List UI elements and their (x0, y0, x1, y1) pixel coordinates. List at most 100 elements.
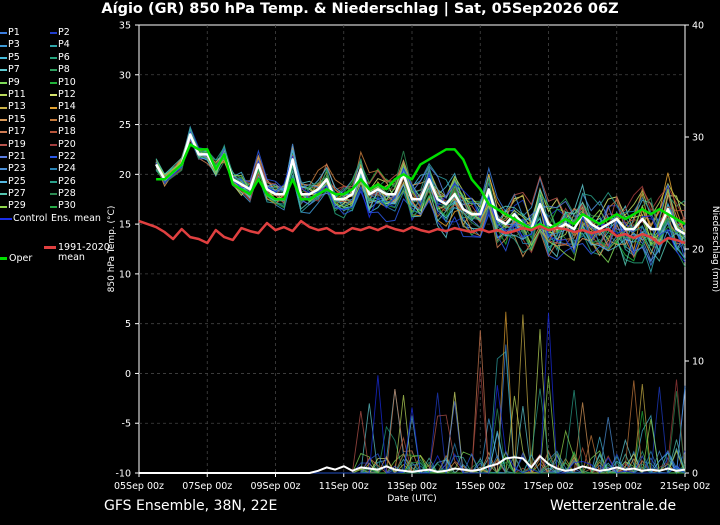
legend-swatch (50, 32, 57, 35)
ens-mean-precip-line (139, 455, 686, 474)
legend-label: P14 (58, 101, 76, 113)
legend-label: P5 (8, 51, 20, 63)
oper-line (156, 143, 686, 231)
legend-entry: P26 (50, 176, 100, 188)
legend-entry: P5 (0, 52, 50, 64)
legend-label: Ens. mean (51, 212, 101, 224)
chart-legend: P1 P2 P3 P4 P5 P6 P7 P8 P9 P10 P11 P12 P13 P14 P15 P16 P… (0, 27, 110, 225)
x-tick-label: 19Sep 00z (592, 481, 642, 492)
legend-label: P21 (8, 150, 26, 162)
legend-swatch (50, 44, 57, 47)
x-tick-label: 07Sep 00z (182, 481, 232, 492)
legend-label: Control (13, 212, 48, 224)
model-caption: GFS Ensemble, 38N, 22E (104, 498, 278, 514)
legend-label: P27 (8, 188, 26, 200)
legend-swatch (50, 156, 57, 159)
legend-entry: Ens. mean (50, 212, 101, 225)
legend-swatch (50, 193, 57, 196)
legend-entry: P20 (50, 139, 100, 151)
legend-label: P11 (8, 88, 26, 100)
y2-tick-label: 10 (692, 357, 704, 368)
legend-label: P6 (58, 51, 70, 63)
legend-swatch (0, 94, 7, 97)
y-tick-label: 25 (119, 120, 131, 131)
legend-entry: P7 (0, 64, 50, 76)
legend-row: P19 P20 (0, 139, 110, 151)
legend-row: P7 P8 (0, 64, 110, 76)
legend-swatch (0, 143, 7, 146)
legend-swatch (50, 131, 57, 134)
climatology-line (138, 219, 686, 246)
legend-entry: P15 (0, 114, 50, 126)
legend-swatch (50, 56, 57, 59)
legend-swatch (0, 106, 7, 109)
legend-label: P30 (58, 200, 76, 212)
legend-swatch (50, 69, 57, 72)
legend-label: P18 (58, 126, 76, 138)
legend-entry: P22 (50, 151, 100, 163)
x-tick-label: 13Sep 00z (387, 481, 437, 492)
legend-entry: P16 (50, 114, 100, 126)
y-axis-label: 850 hPa Temp. (°C) (107, 206, 117, 293)
legend-swatch (0, 156, 7, 159)
legend-swatch (0, 118, 7, 121)
x-tick-label: 17Sep 00z (523, 481, 573, 492)
legend-row: Control Ens. mean (0, 213, 110, 225)
legend-entry: P29 (0, 200, 50, 212)
legend-swatch (50, 94, 57, 97)
legend-swatch (44, 246, 56, 249)
legend-entry: P8 (50, 64, 100, 76)
legend-entry: P12 (50, 89, 100, 101)
member-line (155, 137, 686, 261)
legend-swatch (0, 193, 7, 196)
legend-label: P20 (58, 138, 76, 150)
y-tick-label: 20 (119, 170, 131, 181)
legend-entry: P21 (0, 151, 50, 163)
legend-swatch (50, 118, 57, 121)
legend-row: P1 P2 (0, 27, 110, 39)
legend-row: P9 P10 (0, 77, 110, 89)
legend-swatch (50, 205, 57, 208)
site-credit: Wetterzentrale.de (550, 498, 677, 514)
y-tick-label: 30 (119, 70, 131, 81)
legend-entry: P19 (0, 139, 50, 151)
legend-entry: P25 (0, 176, 50, 188)
legend-entry: P10 (50, 77, 100, 89)
legend-entry: Control (0, 213, 50, 225)
legend-row: P11 P12 (0, 89, 110, 101)
legend-label: P12 (58, 88, 76, 100)
legend-label: P7 (8, 64, 20, 76)
ens-mean-line (155, 133, 686, 236)
legend-label: P24 (58, 163, 76, 175)
legend-swatch (0, 218, 12, 221)
legend-label: P9 (8, 76, 20, 88)
legend-label: P25 (8, 175, 26, 187)
legend-row: P21 P22 (0, 151, 110, 163)
legend-label: P8 (58, 64, 70, 76)
y-tick-label: 10 (119, 269, 131, 280)
legend-label: P28 (58, 188, 76, 200)
legend-entry: P3 (0, 39, 50, 51)
y2-tick-label: 40 (692, 21, 704, 32)
legend-entry-climatology: 1991-2020 mean (44, 243, 110, 263)
legend-entry: P28 (50, 188, 100, 200)
legend-swatch (50, 168, 57, 171)
legend-entry-oper: Oper (0, 254, 32, 264)
y2-tick-label: 20 (692, 245, 704, 256)
y-tick-label: 35 (119, 21, 131, 32)
legend-row: P27 P28 (0, 188, 110, 200)
legend-entry: P13 (0, 101, 50, 113)
legend-swatch (0, 180, 7, 183)
legend-entry: P18 (50, 126, 100, 138)
legend-swatch (0, 257, 7, 260)
legend-label: P17 (8, 126, 26, 138)
legend-row: P29 P30 (0, 200, 110, 212)
x-tick-label: 21Sep 00z (660, 481, 710, 492)
legend-row: P5 P6 (0, 52, 110, 64)
legend-entry: P17 (0, 126, 50, 138)
legend-entry: P23 (0, 163, 50, 175)
x-tick-label: 15Sep 00z (455, 481, 505, 492)
legend-label: P29 (8, 200, 26, 212)
legend-entry: P30 (50, 200, 100, 212)
